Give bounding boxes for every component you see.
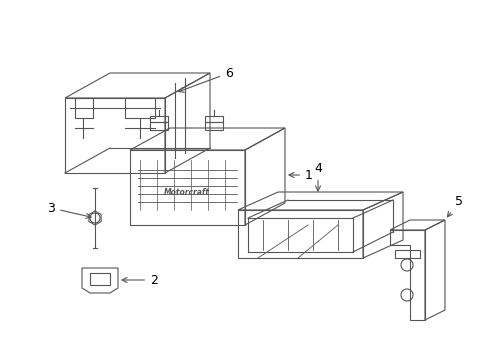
Text: 4: 4	[314, 162, 322, 191]
Bar	[150, 116, 168, 122]
Text: 3: 3	[47, 202, 91, 219]
Text: 5: 5	[447, 195, 463, 217]
Text: 1: 1	[289, 168, 313, 181]
Text: Motorcraft: Motorcraft	[164, 188, 210, 197]
Bar	[150, 122, 168, 130]
Bar	[395, 250, 420, 258]
Bar	[90, 273, 110, 285]
Text: 2: 2	[122, 274, 158, 287]
Bar	[205, 116, 223, 122]
Text: 6: 6	[179, 67, 233, 92]
Bar	[205, 122, 223, 130]
